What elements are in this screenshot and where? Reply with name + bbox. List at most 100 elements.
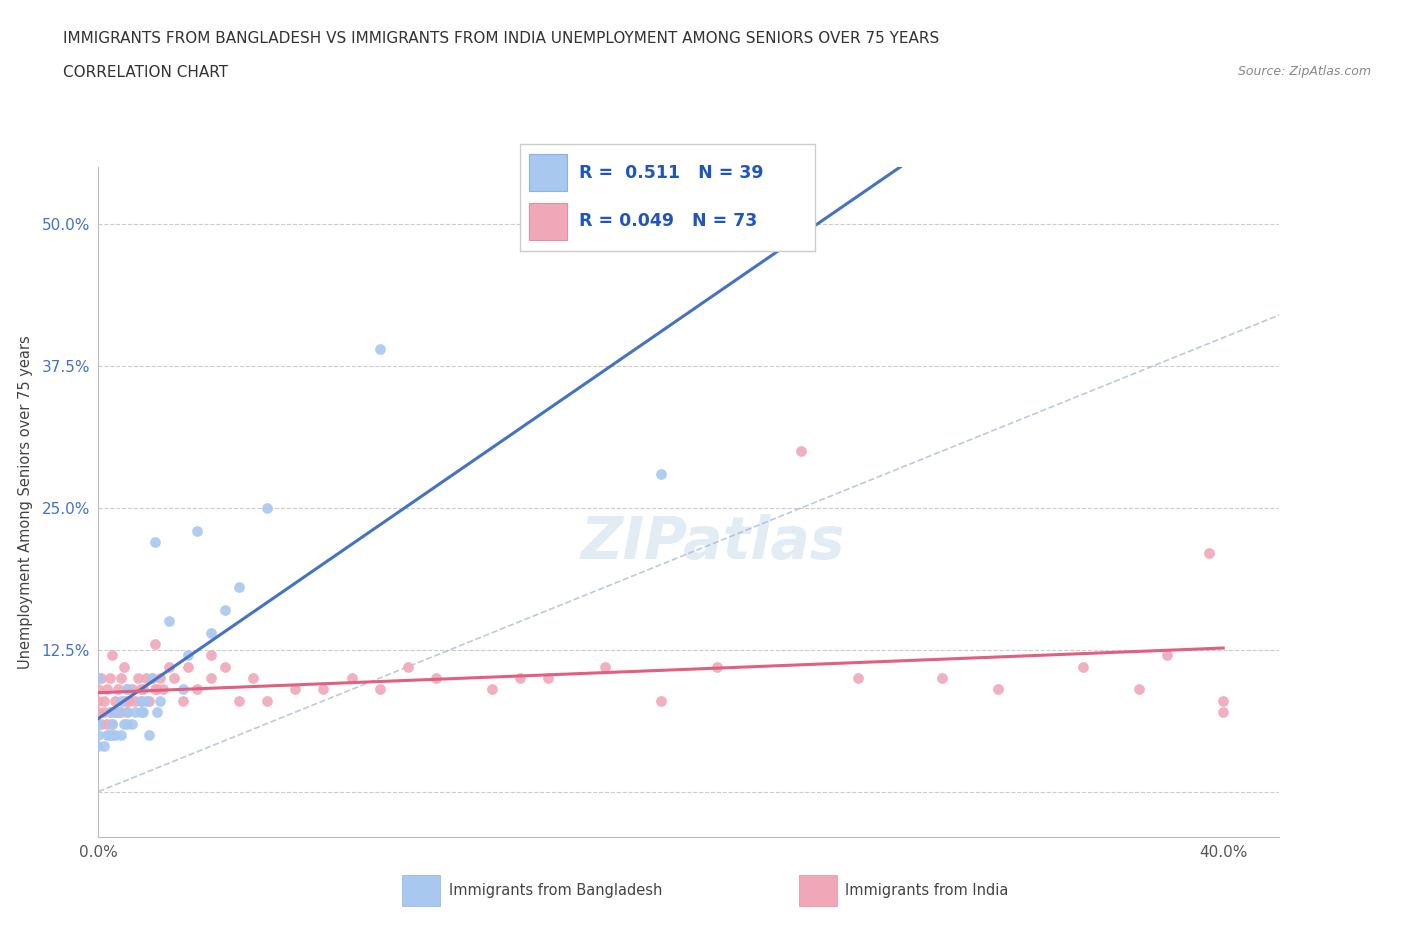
Point [146,705,169,720]
Point [340,671,363,685]
Point [228,694,250,709]
Point [101,727,124,742]
Point [104,727,127,742]
Point [93,694,115,709]
Point [118,694,141,709]
Text: IMMIGRANTS FROM BANGLADESH VS IMMIGRANTS FROM INDIA UNEMPLOYMENT AMONG SENIORS O: IMMIGRANTS FROM BANGLADESH VS IMMIGRANTS… [63,31,939,46]
Point [141,671,163,685]
Point [87,716,110,731]
Point [129,694,152,709]
Point [1212,705,1234,720]
Point [132,682,155,697]
Point [312,682,335,697]
Point [172,694,194,709]
Point [135,694,157,709]
Point [228,580,250,595]
Point [132,705,155,720]
Point [177,648,200,663]
Point [124,705,146,720]
Point [200,625,222,640]
Point [101,705,124,720]
Point [104,694,127,709]
Point [121,716,143,731]
Point [141,671,163,685]
Point [129,705,152,720]
Point [104,705,127,720]
Point [200,648,222,663]
Point [115,716,138,731]
Point [129,694,152,709]
Point [987,682,1010,697]
Point [98,671,121,685]
Point [87,682,110,697]
Text: ZIPatlas: ZIPatlas [581,514,845,571]
Y-axis label: Unemployment Among Seniors over 75 years: Unemployment Among Seniors over 75 years [18,336,34,669]
Point [107,682,129,697]
Text: R = 0.049   N = 73: R = 0.049 N = 73 [579,212,758,230]
Point [115,682,138,697]
Point [846,671,869,685]
Point [110,671,132,685]
Point [96,716,118,731]
Point [107,705,129,720]
Bar [799,875,837,906]
Point [93,705,115,720]
Point [537,671,560,685]
Point [87,738,110,753]
Point [593,659,616,674]
Point [98,727,121,742]
Point [396,659,419,674]
Point [112,659,135,674]
Point [1128,682,1150,697]
Point [650,466,672,481]
Point [110,694,132,709]
Point [110,727,132,742]
Point [135,671,157,685]
Point [112,716,135,731]
Point [368,341,391,356]
Point [931,671,953,685]
Point [129,682,152,697]
Point [163,671,186,685]
Point [146,682,169,697]
Point [149,694,172,709]
Text: Source: ZipAtlas.com: Source: ZipAtlas.com [1237,65,1371,78]
Point [284,682,307,697]
Point [115,694,138,709]
Point [186,524,208,538]
Point [98,705,121,720]
Point [200,671,222,685]
Bar [529,203,568,241]
Point [256,500,278,515]
Point [152,682,174,697]
Point [110,705,132,720]
Bar [529,153,568,192]
Point [157,614,180,629]
Point [101,648,124,663]
Point [87,705,110,720]
Point [96,682,118,697]
Point [107,705,129,720]
Point [87,727,110,742]
Point [127,671,149,685]
Point [214,603,236,618]
Point [177,659,200,674]
Point [1156,648,1178,663]
Point [368,682,391,697]
Point [172,682,194,697]
Point [87,694,110,709]
Point [1198,546,1220,561]
Point [157,659,180,674]
Point [143,682,166,697]
Point [90,716,112,731]
Text: R =  0.511   N = 39: R = 0.511 N = 39 [579,164,763,182]
Point [256,694,278,709]
Point [186,682,208,697]
Point [509,671,531,685]
Point [93,738,115,753]
Point [124,694,146,709]
Bar [402,875,440,906]
Text: Immigrants from India: Immigrants from India [845,883,1008,898]
Point [1071,659,1094,674]
Point [115,705,138,720]
